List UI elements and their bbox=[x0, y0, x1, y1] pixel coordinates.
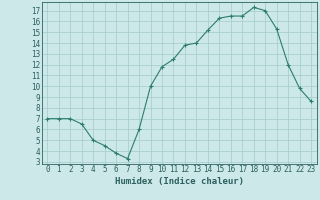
X-axis label: Humidex (Indice chaleur): Humidex (Indice chaleur) bbox=[115, 177, 244, 186]
